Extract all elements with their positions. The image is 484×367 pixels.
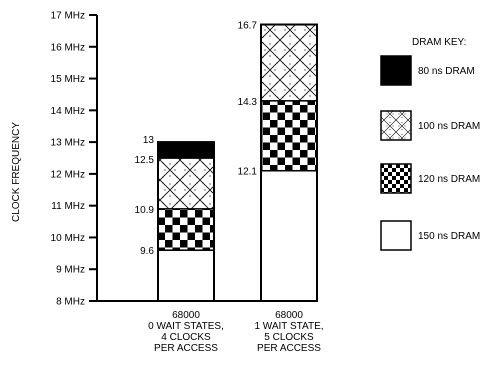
category-label: 68000 <box>275 310 303 321</box>
legend-label: 150 ns DRAM <box>418 231 480 242</box>
y-tick-label: 16 MHz <box>51 42 85 53</box>
y-tick-label: 13 MHz <box>51 138 85 149</box>
legend-label: 120 ns DRAM <box>418 174 480 185</box>
legend: DRAM KEY: 80 ns DRAM 100 ns DRAM 120 ns DR… <box>380 37 480 251</box>
bars <box>157 23 318 303</box>
category-label: 4 CLOCKS <box>161 332 211 343</box>
category-label: 5 CLOCKS <box>264 332 314 343</box>
data-label: 10.9 <box>135 205 155 216</box>
legend-title: DRAM KEY: <box>412 37 466 48</box>
y-tick-label: 12 MHz <box>51 169 85 180</box>
y-tick-label: 9 MHz <box>56 265 85 276</box>
legend-items: 80 ns DRAM 100 ns DRAM 120 ns DRAM 150 ns D… <box>380 55 480 251</box>
data-label: 12.5 <box>135 155 155 166</box>
bar-outline <box>260 23 318 303</box>
data-label: 13 <box>143 135 155 146</box>
y-tick-label: 17 MHz <box>51 11 85 22</box>
legend-swatch <box>380 220 412 251</box>
bar-segment <box>157 141 215 159</box>
y-tick-label: 14 MHz <box>51 106 85 117</box>
legend-label: 100 ns DRAM <box>418 121 480 132</box>
category-label: 1 WAIT STATE, <box>254 321 323 332</box>
y-axis: 8 MHz 9 MHz 10 MHz 11 MHz 12 MHz 13 MHz 14 MHz… <box>51 11 318 308</box>
data-label: 14.3 <box>238 97 258 108</box>
data-labels: 9.6 10.9 12.5 13 12.1 14.3 16.7 <box>135 21 258 258</box>
legend-label: 80 ns DRAM <box>418 66 475 77</box>
category-label: PER ACCESS <box>257 343 321 354</box>
y-tick-label: 15 MHz <box>51 74 85 85</box>
legend-swatch <box>380 110 412 141</box>
category-label: PER ACCESS <box>154 343 218 354</box>
bar-segment <box>260 100 318 172</box>
data-label: 9.6 <box>140 246 154 257</box>
legend-swatch <box>380 163 412 194</box>
data-label: 16.7 <box>238 21 258 32</box>
category-label: 68000 <box>172 310 200 321</box>
bar-segment <box>157 249 215 302</box>
bar-segment <box>260 169 318 302</box>
category-label: 0 WAIT STATES, <box>148 321 224 332</box>
y-tick-label: 11 MHz <box>51 201 85 212</box>
legend-swatch <box>380 55 412 86</box>
y-axis-title: CLOCK FREQUENCY <box>11 122 22 222</box>
y-tick-label: 10 MHz <box>51 233 85 244</box>
bar-segment <box>157 157 215 210</box>
y-tick-label: 8 MHz <box>56 297 85 308</box>
bar-segment <box>260 23 318 102</box>
data-label: 12.1 <box>238 167 258 178</box>
bar-segment <box>157 208 215 251</box>
bar-outline <box>157 141 215 302</box>
